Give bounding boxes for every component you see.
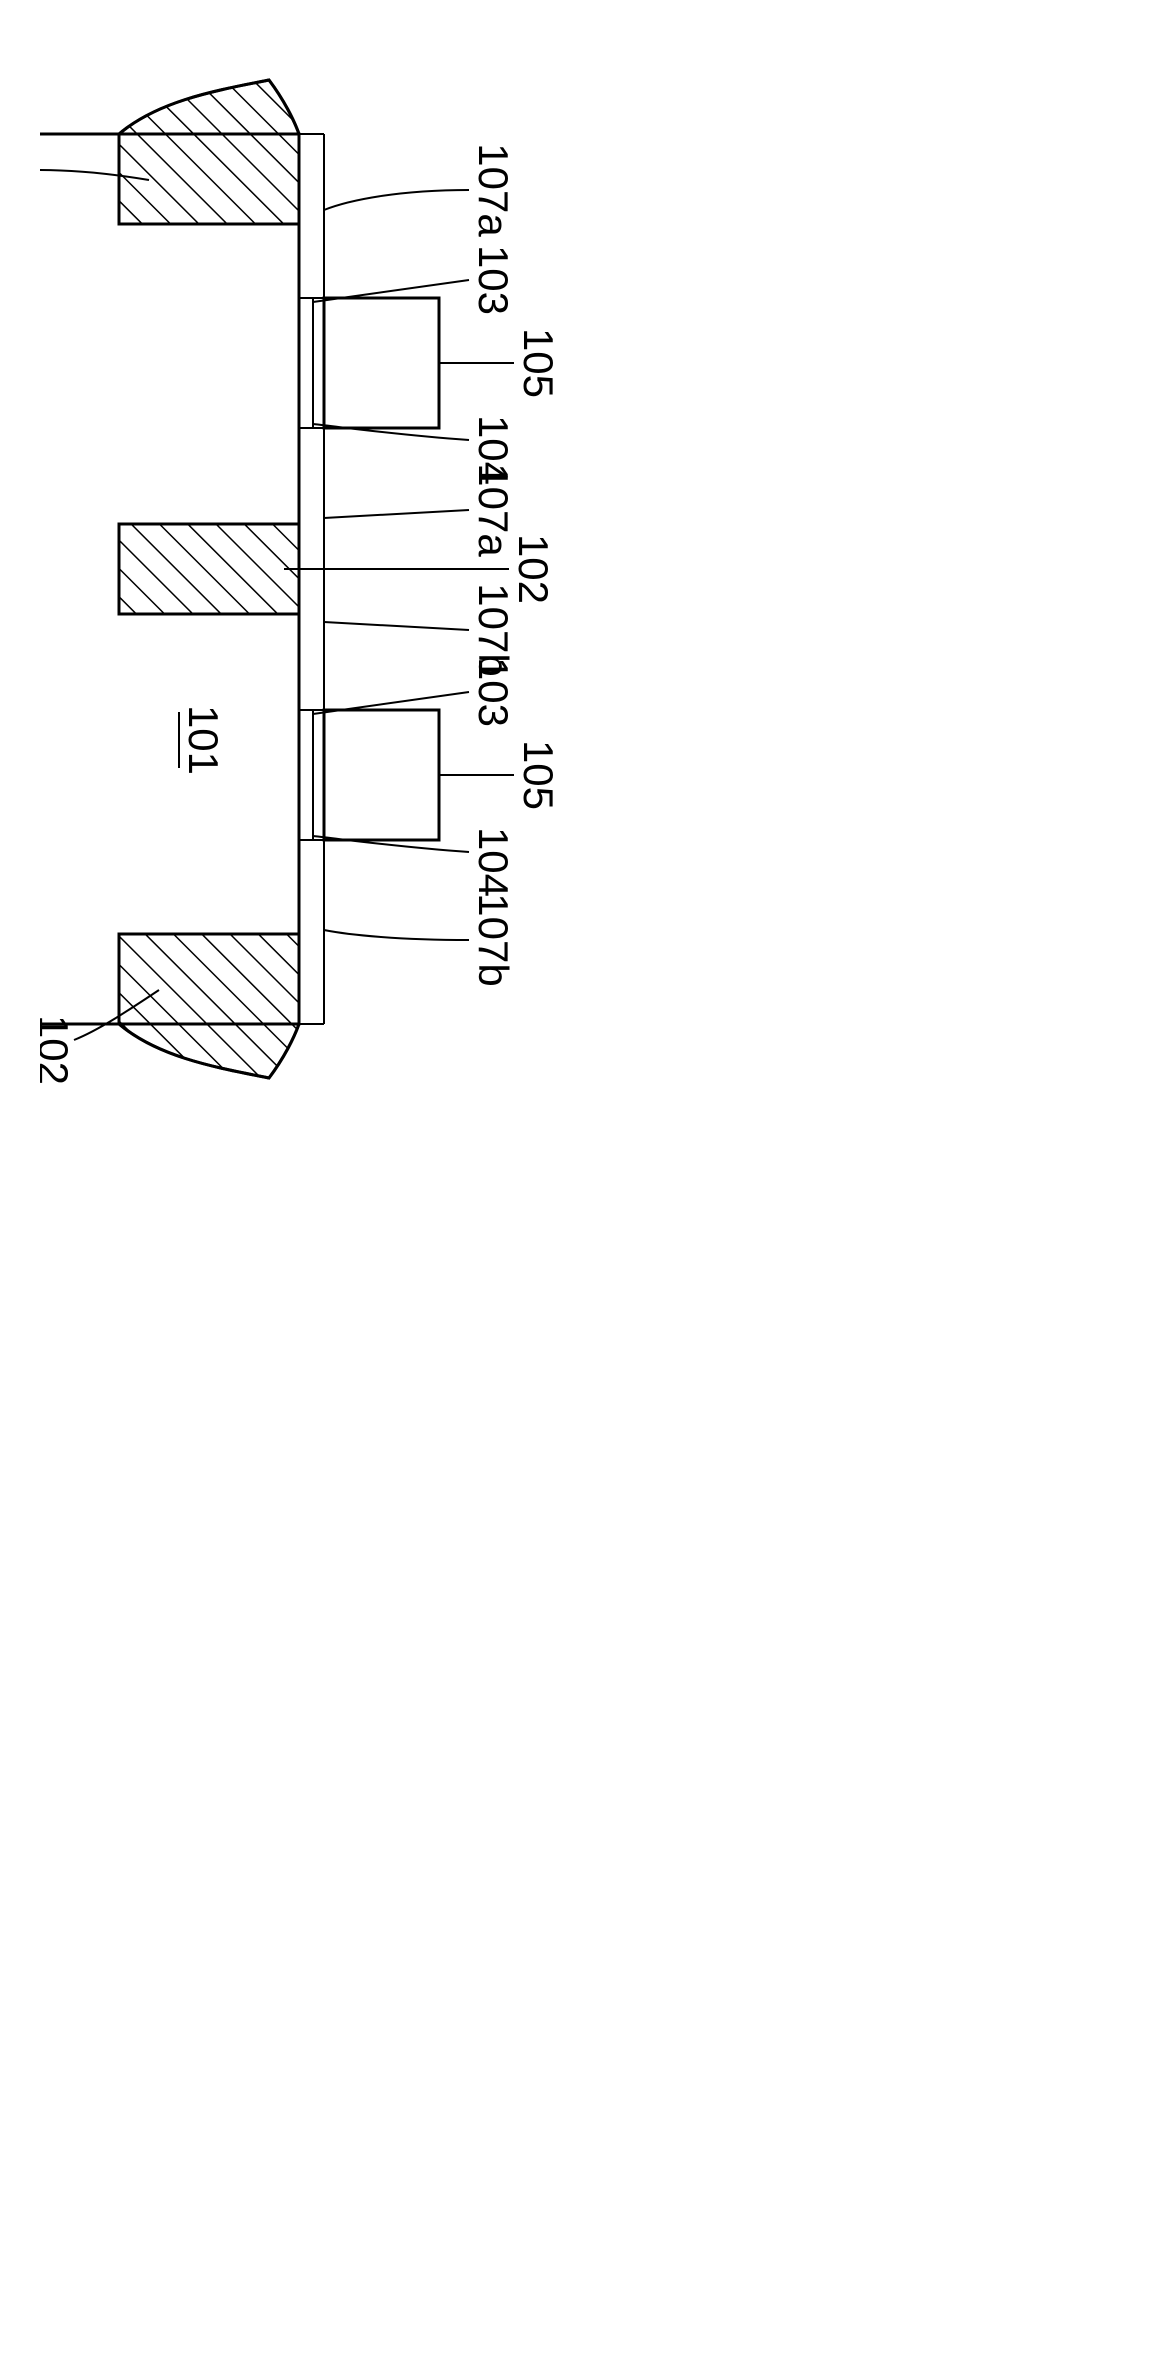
label-107a-mid: 107a: [470, 463, 517, 557]
label-105-left: 105: [515, 328, 562, 398]
label-103-right: 103: [470, 657, 517, 727]
label-105-right: 105: [515, 740, 562, 810]
diagram-svg: 101 107a 103 105 104 107a 102 107b 103 1…: [40, 40, 1119, 2327]
label-107a-left: 107a: [470, 143, 517, 237]
label-107b-right: 107b: [470, 893, 517, 986]
figure-container: 101 107a 103 105 104 107a 102 107b 103 1…: [40, 40, 1119, 2327]
label-104-right: 104: [470, 827, 517, 897]
label-102-botright: 102: [40, 1015, 77, 1085]
label-103-left: 103: [470, 245, 517, 315]
label-101: 101: [180, 705, 227, 775]
